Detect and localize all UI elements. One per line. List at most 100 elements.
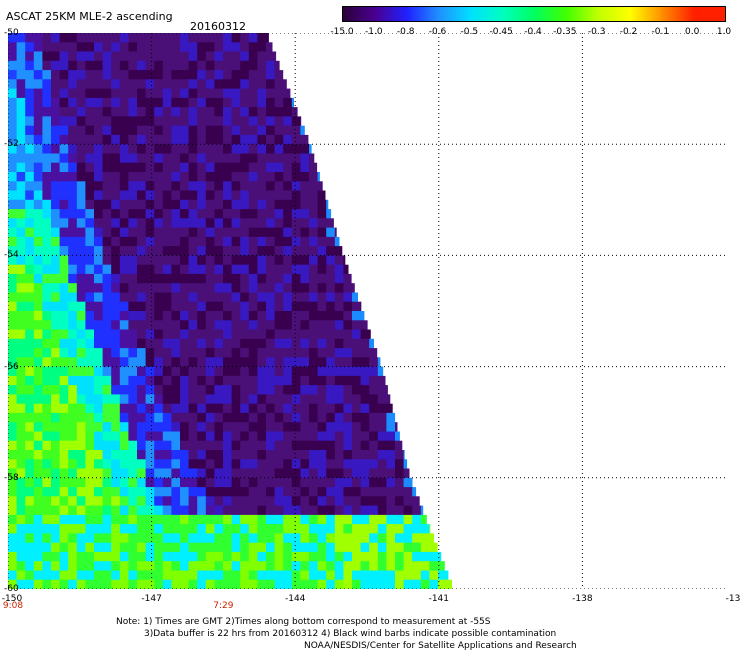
swath-cell [429, 524, 431, 534]
swath-cell [137, 51, 147, 62]
swath-cell [162, 264, 172, 275]
swath-cell [257, 514, 267, 525]
swath-cell [33, 375, 43, 386]
swath-cell [171, 366, 181, 377]
swath-cell [188, 209, 198, 219]
swath-cell [223, 33, 233, 43]
swath-cell [214, 514, 224, 525]
swath-cell [137, 357, 147, 368]
swath-cell [188, 412, 198, 423]
swath-cell [205, 338, 215, 349]
swath-cell [248, 153, 258, 164]
swath-cell [248, 209, 258, 219]
swath-cell [51, 227, 61, 238]
swath-cell [33, 264, 43, 275]
swath-cell [386, 450, 396, 460]
colorbar-labels: -15.0 -1.0 -0.8 -0.6 -0.5 -0.45 -0.4 -0.35 -0.3-… [330, 27, 731, 39]
swath-cell [214, 246, 224, 256]
swath-cell [76, 60, 86, 71]
lon-tick-label: -147 [141, 594, 162, 604]
swath-cell [85, 273, 95, 284]
swath-cell [180, 218, 190, 229]
swath-cell [240, 579, 250, 589]
swath-cell [240, 153, 250, 164]
swath-cell [94, 255, 104, 266]
swath-cell [240, 496, 250, 507]
swath-cell [412, 505, 422, 516]
swath-cell [102, 209, 112, 219]
swath-cell [300, 144, 310, 155]
swath-cell [102, 292, 112, 303]
swath-cell [377, 394, 387, 405]
swath-cell [214, 218, 224, 229]
swath-cell [231, 60, 241, 71]
swath-cell [162, 570, 172, 581]
swath-cell [188, 348, 198, 358]
swath-cell [85, 524, 95, 534]
swath-cell [8, 366, 18, 377]
swath-cell [102, 273, 112, 284]
swath-cell [223, 422, 233, 433]
swath-cell [231, 218, 241, 229]
swath-cell [145, 60, 155, 71]
swath-cell [352, 320, 362, 331]
swath-cell [180, 97, 190, 108]
swath-cell [33, 524, 43, 534]
swath-cell [51, 70, 61, 80]
swath-cell [283, 153, 293, 164]
swath-cell [231, 273, 241, 284]
swath-cell [33, 348, 43, 358]
note-line-2: 3)Data buffer is 22 hrs from 20160312 4)… [144, 629, 557, 639]
swath-cell [180, 134, 190, 145]
swath-cell [205, 190, 215, 201]
swath-cell [180, 348, 190, 358]
swath-cell [248, 116, 258, 127]
swath-cell [334, 450, 344, 460]
swath-cell [231, 357, 241, 368]
swath-cell [42, 51, 52, 62]
swath-cell [266, 190, 276, 201]
swath-cell [25, 311, 35, 321]
swath-cell [128, 514, 138, 525]
swath-cell [352, 301, 362, 312]
swath-cell [248, 385, 258, 395]
swath-cell [205, 570, 215, 581]
swath-cell [42, 209, 52, 219]
swath-cell [171, 97, 181, 108]
swath-cell [128, 236, 138, 247]
swath-cell [386, 385, 388, 395]
swath-cell [25, 97, 35, 108]
swath-cell [171, 579, 181, 589]
swath-cell [257, 144, 267, 155]
swath-cell [326, 468, 336, 479]
swath-cell [257, 236, 267, 247]
swath-cell [257, 209, 267, 219]
swath-cell [403, 561, 413, 572]
swath-cell [403, 468, 410, 479]
swath-cell [248, 403, 258, 414]
swath-cell [68, 116, 78, 127]
swath-cell [352, 570, 362, 581]
swath-cell [231, 385, 241, 395]
swath-cell [33, 218, 43, 229]
swath-cell [59, 264, 69, 275]
swath-cell [102, 199, 112, 210]
swath-cell [59, 273, 69, 284]
swath-cell [154, 292, 164, 303]
swath-cell [171, 79, 181, 90]
swath-cell [42, 255, 52, 266]
swath-cell [205, 70, 215, 80]
swath-cell [16, 487, 26, 497]
swath-cell [25, 412, 35, 423]
swath-cell [309, 227, 319, 238]
swath-cell [137, 227, 147, 238]
swath-cell [180, 283, 190, 294]
swath-cell [8, 459, 18, 470]
swath-cell [8, 283, 18, 294]
swath-cell [102, 533, 112, 544]
swath-cell [42, 366, 52, 377]
swath-cell [154, 311, 164, 321]
swath-cell [85, 320, 95, 331]
swath-cell [248, 283, 258, 294]
swath-cell [25, 134, 35, 145]
